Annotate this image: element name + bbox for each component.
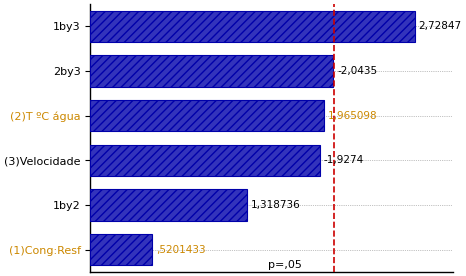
Bar (90, 189, 247, 221)
Text: 1,318736: 1,318736 (251, 200, 301, 210)
Bar (90, 55, 334, 87)
Text: -1,9274: -1,9274 (323, 155, 363, 165)
Bar (90, 11, 415, 42)
Bar (90, 145, 320, 176)
Text: ,5201433: ,5201433 (156, 245, 206, 254)
Text: 1,965098: 1,965098 (328, 111, 377, 121)
Text: -2,0435: -2,0435 (337, 66, 377, 76)
Bar (90, 100, 324, 131)
Text: p=,05: p=,05 (268, 261, 302, 270)
Text: 2,72847: 2,72847 (418, 22, 462, 31)
Bar (90, 234, 152, 265)
